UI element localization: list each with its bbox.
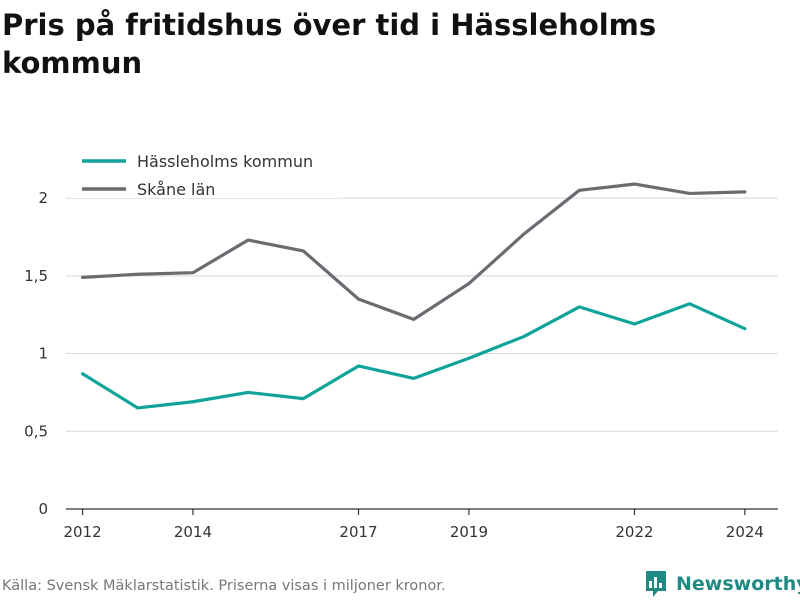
- y-tick-label: 2: [38, 189, 48, 207]
- y-tick-label: 0,5: [24, 422, 48, 440]
- y-tick-label: 0: [38, 500, 48, 518]
- legend-label: Skåne län: [137, 180, 215, 199]
- y-tick-label: 1,5: [24, 267, 48, 285]
- source-note: Källa: Svensk Mäklarstatistik. Priserna …: [2, 578, 446, 594]
- x-tick-label: 2012: [63, 523, 101, 541]
- x-tick-label: 2022: [615, 523, 653, 541]
- y-axis-tick-labels: 0 0,5 1 1,5 2: [24, 189, 48, 518]
- series-line-skane: [80, 182, 747, 321]
- x-axis-ticks: 2012 2014 2017 2019 2022 2024: [63, 509, 764, 541]
- newsworthy-logo-icon: [646, 571, 666, 597]
- x-tick-label: 2014: [174, 523, 212, 541]
- chart-title: Pris på fritidshus över tid i Hässleholm…: [2, 8, 657, 80]
- series-line-hassleholm: [80, 302, 747, 410]
- x-tick-label: 2017: [339, 523, 377, 541]
- brand-name: Newsworthy: [676, 573, 800, 595]
- series-lines: [80, 182, 747, 410]
- legend-label: Hässleholms kommun: [137, 152, 313, 171]
- x-tick-label: 2019: [450, 523, 488, 541]
- brand-logo: Newsworthy: [644, 569, 800, 599]
- x-tick-label: 2024: [726, 523, 764, 541]
- gridlines: [66, 197, 778, 432]
- y-tick-label: 1: [38, 345, 48, 363]
- legend: Hässleholms kommun Skåne län: [72, 146, 342, 199]
